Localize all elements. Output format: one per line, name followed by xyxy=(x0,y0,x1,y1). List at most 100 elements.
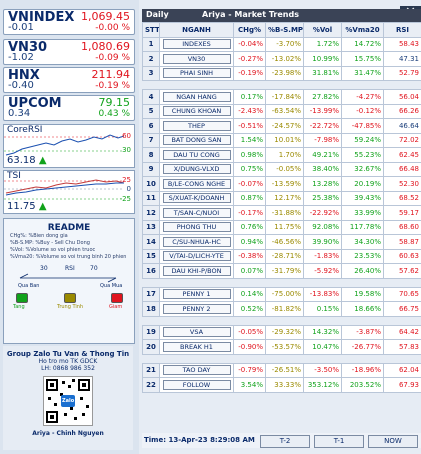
index-card-vnindex[interactable]: VNINDEX 1,069.45 -0.01 -0.00 % xyxy=(3,9,135,35)
sector-row[interactable]: 13 PHONG THU 0.76% 11.75% 92.08% 117.78% 68.60 xyxy=(142,219,421,235)
sector-name[interactable]: DAU TU CONG xyxy=(159,147,234,163)
sector-button[interactable]: V/TAI-D/LICH-YTE xyxy=(162,251,231,262)
vma20-pct: -47.85% xyxy=(341,118,384,134)
sector-name[interactable]: NGAN HANG xyxy=(159,89,234,105)
sector-button[interactable]: PHAI SINH xyxy=(162,68,231,79)
sector-button[interactable]: T/SAN-C/NUOI xyxy=(162,207,231,218)
sector-row[interactable]: 5 CHUNG KHOAN -2.43% -63.54% -13.99% -0.12% 66… xyxy=(142,103,421,119)
chg-pct: -0.79% xyxy=(233,362,266,378)
vma20-pct: -3.87% xyxy=(341,324,384,340)
sector-button[interactable]: TAO DAY xyxy=(162,365,231,376)
sector-button[interactable]: VN30 xyxy=(162,53,231,64)
sector-row[interactable]: 6 THEP -0.51% -24.57% -22.72% -47.85% 46.64 xyxy=(142,118,421,134)
window-close-bar[interactable] xyxy=(400,0,421,15)
sector-row[interactable]: 7 BAT DONG SAN 1.54% 10.01% -7.98% 59.24% 72.0… xyxy=(142,132,421,148)
sector-row[interactable]: 1 INDEXES -0.04% -3.70% 1.72% 14.72% 58.43 xyxy=(142,36,421,52)
sector-button[interactable]: C/SU-NHUA-HC xyxy=(162,236,231,247)
table-header-bar: Daily Ariya - Market Trends xyxy=(142,9,421,22)
column-header[interactable]: %Vma20 xyxy=(341,22,384,38)
sector-row[interactable]: 22 FOLLOW 3.54% 33.33% 353.12% 203.52% 67.93 xyxy=(142,377,421,393)
buy-sell-pct: -46.56% xyxy=(265,234,304,250)
column-header[interactable]: %B-S.MP xyxy=(265,22,304,38)
rsi-value: 68.60 xyxy=(383,219,421,235)
sector-name[interactable]: PHAI SINH xyxy=(159,65,234,81)
row-number: 10 xyxy=(142,176,160,192)
sector-name[interactable]: INDEXES xyxy=(159,36,234,52)
sector-button[interactable]: BREAK H1 xyxy=(162,341,231,352)
sector-button[interactable]: INDEXES xyxy=(162,39,231,50)
now-button[interactable]: NOW xyxy=(368,435,418,448)
sector-name[interactable]: VSA xyxy=(159,324,234,340)
sector-row[interactable]: 20 BREAK H1 -0.90% -53.57% 10.47% -26.77% 57.8… xyxy=(142,339,421,355)
sector-row[interactable]: 9 X/DUNG-VLXD 0.75% -0.05% 38.40% 32.67% 66.48 xyxy=(142,161,421,177)
index-card-hnx[interactable]: HNX 211.94 -0.40 -0.19 % xyxy=(3,67,135,93)
sector-name[interactable]: PENNY 1 xyxy=(159,286,234,302)
sector-row[interactable]: 15 V/TAI-D/LICH-YTE -0.38% -28.71% -1.83% 23.… xyxy=(142,248,421,264)
sector-name[interactable]: PENNY 2 xyxy=(159,301,234,317)
sector-button[interactable]: BAT DONG SAN xyxy=(162,135,231,146)
sector-button[interactable]: THEP xyxy=(162,120,231,131)
sector-name[interactable]: VN30 xyxy=(159,51,234,67)
sector-button[interactable]: DAU TU CONG xyxy=(162,149,231,160)
sector-row[interactable]: 11 S/XUAT-K/DOANH 0.87% 12.17% 25.38% 39.43% 6… xyxy=(142,190,421,206)
column-header[interactable]: RSI xyxy=(383,22,421,38)
sector-name[interactable]: PHONG THU xyxy=(159,219,234,235)
sector-row[interactable]: 16 DAU KHI-P/BON 0.07% -31.79% -5.92% 26.40% 5… xyxy=(142,263,421,279)
sector-button[interactable]: VSA xyxy=(162,327,231,338)
sector-button[interactable]: NGAN HANG xyxy=(162,91,231,102)
t-minus-1-button[interactable]: T-1 xyxy=(314,435,364,448)
sector-row[interactable]: 12 T/SAN-C/NUOI -0.17% -31.88% -22.92% 33.99%… xyxy=(142,205,421,221)
vol-pct: 39.90% xyxy=(303,234,342,250)
tsi-axis-low: -25 xyxy=(119,195,131,203)
sector-row[interactable]: 3 PHAI SINH -0.19% -23.98% 31.81% 31.47% 52.79 xyxy=(142,65,421,81)
sector-button[interactable]: PENNY 2 xyxy=(162,303,231,314)
sector-row[interactable]: 14 C/SU-NHUA-HC 0.94% -46.56% 39.90% 34.30% 58… xyxy=(142,234,421,250)
vol-pct: -22.72% xyxy=(303,118,342,134)
sector-name[interactable]: BAT DONG SAN xyxy=(159,132,234,148)
sector-button[interactable]: S/XUAT-K/DOANH xyxy=(162,193,231,204)
sector-name[interactable]: THEP xyxy=(159,118,234,134)
sector-row[interactable]: 8 DAU TU CONG 0.98% 1.70% 49.21% 55.23% 62.45 xyxy=(142,147,421,163)
chg-pct: 3.54% xyxy=(233,377,266,393)
sector-name[interactable]: DAU KHI-P/BON xyxy=(159,263,234,279)
sector-name[interactable]: C/SU-NHUA-HC xyxy=(159,234,234,250)
sector-name[interactable]: V/TAI-D/LICH-YTE xyxy=(159,248,234,264)
sector-button[interactable]: CHUNG KHOAN xyxy=(162,106,231,117)
rsi-value: 59.17 xyxy=(383,205,421,221)
sector-name[interactable]: T/SAN-C/NUOI xyxy=(159,205,234,221)
sector-name[interactable]: CHUNG KHOAN xyxy=(159,103,234,119)
buy-sell-pct: -23.98% xyxy=(265,65,304,81)
sector-button[interactable]: FOLLOW xyxy=(162,379,231,390)
column-header[interactable]: CHg% xyxy=(233,22,266,38)
sector-row[interactable]: 17 PENNY 1 0.14% -75.00% -13.83% 19.58% 70.65 xyxy=(142,286,421,302)
sector-name[interactable]: BREAK H1 xyxy=(159,339,234,355)
sector-row[interactable]: 19 VSA -0.05% -29.32% 14.32% -3.87% 64.42 xyxy=(142,324,421,340)
buy-sell-pct: 11.75% xyxy=(265,219,304,235)
column-header[interactable]: %Vol xyxy=(303,22,342,38)
column-header[interactable]: STT xyxy=(142,22,160,38)
sector-row[interactable]: 4 NGAN HANG 0.17% -17.84% 27.82% -4.27% 56.04 xyxy=(142,89,421,105)
sector-row[interactable]: 18 PENNY 2 0.52% -81.82% 0.15% 18.66% 66.75 xyxy=(142,301,421,317)
sector-button[interactable]: DAU KHI-P/BON xyxy=(162,265,231,276)
sector-button[interactable]: X/DUNG-VLXD xyxy=(162,164,231,175)
index-card-vn30[interactable]: VN30 1,080.69 -1.02 -0.09 % xyxy=(3,39,135,65)
sector-name[interactable]: B/LE-CONG NGHE xyxy=(159,176,234,192)
sector-button[interactable]: B/LE-CONG NGHE xyxy=(162,178,231,189)
group-spacer xyxy=(142,354,421,363)
sector-name[interactable]: TAO DAY xyxy=(159,362,234,378)
row-number: 5 xyxy=(142,103,160,119)
sector-row[interactable]: 2 VN30 -0.27% -13.02% 10.99% 15.75% 47.31 xyxy=(142,51,421,67)
sector-row[interactable]: 21 TAO DAY -0.79% -26.51% -3.50% -18.96% 62.04 xyxy=(142,362,421,378)
sector-row[interactable]: 10 B/LE-CONG NGHE -0.07% -13.59% 13.28% 20.19… xyxy=(142,176,421,192)
index-change: -1.02 xyxy=(8,52,34,63)
qr-code[interactable]: Zalo xyxy=(43,376,93,426)
sector-name[interactable]: FOLLOW xyxy=(159,377,234,393)
t-minus-2-button[interactable]: T-2 xyxy=(260,435,310,448)
group-info-panel: Group Zalo Tu Van & Thong Tin Ho tro mo … xyxy=(3,346,133,450)
sector-name[interactable]: S/XUAT-K/DOANH xyxy=(159,190,234,206)
sector-name[interactable]: X/DUNG-VLXD xyxy=(159,161,234,177)
index-card-upcom[interactable]: UPCOM 79.15 0.34 0.43 % xyxy=(3,95,135,121)
sector-button[interactable]: PENNY 1 xyxy=(162,289,231,300)
column-header[interactable]: NGANH xyxy=(159,22,234,38)
sector-button[interactable]: PHONG THU xyxy=(162,222,231,233)
